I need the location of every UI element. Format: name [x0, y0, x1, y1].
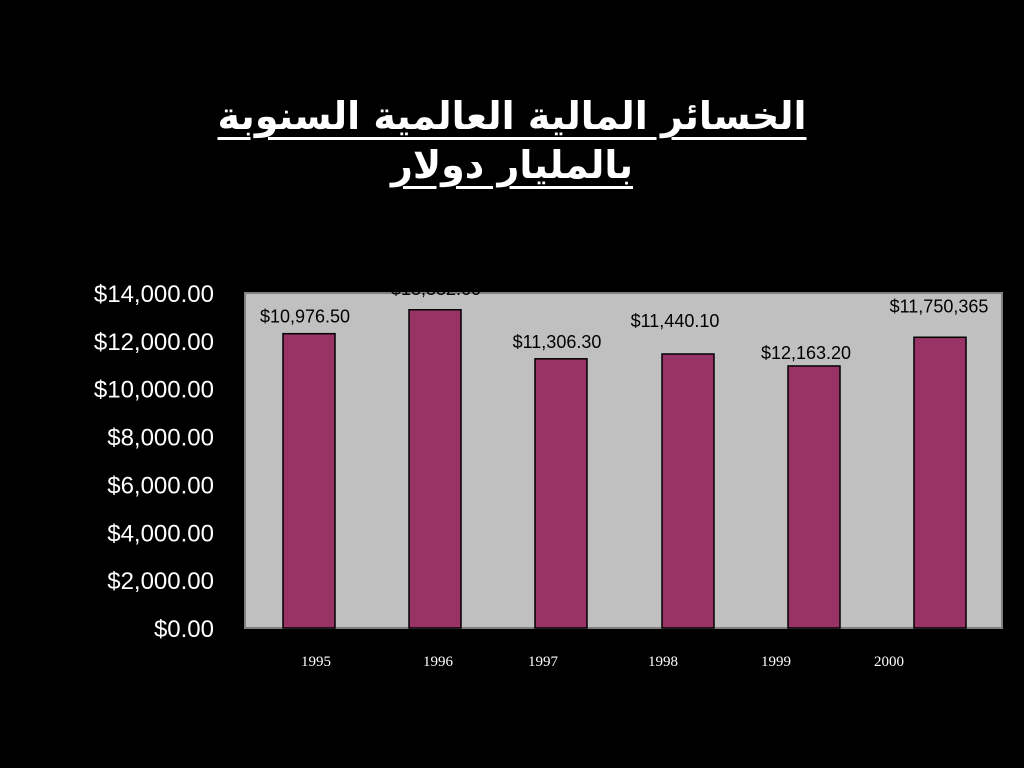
- x-tick-label: 1996: [423, 654, 454, 670]
- data-label: $11,440.10: [631, 311, 720, 331]
- bar-1998: [661, 353, 715, 629]
- x-tick-label: 1998: [648, 654, 678, 670]
- plot-area: [244, 292, 1003, 629]
- bar-2000: [913, 336, 967, 629]
- data-label: $11,306.30: [513, 332, 602, 352]
- x-tick-label: 1995: [301, 654, 331, 670]
- y-tick-label: $2,000.00: [107, 568, 214, 595]
- y-tick-label: $14,000.00: [94, 281, 214, 308]
- y-tick-label: $4,000.00: [107, 520, 214, 547]
- bar-1995: [282, 332, 336, 629]
- data-label: $13,332.60: [391, 279, 481, 299]
- y-tick-label: $10,000.00: [94, 377, 214, 404]
- chart-title: الخسائر المالية العالمية السنوبة بالمليا…: [0, 92, 1024, 189]
- x-tick-label: 1999: [761, 654, 791, 670]
- data-label: $11,750,365: [890, 296, 989, 316]
- x-axis: 1995 1996 1997 1998 1999 2000: [301, 654, 904, 670]
- data-label: $10,976.50: [260, 307, 350, 327]
- y-tick-label: $0.00: [154, 616, 214, 643]
- data-label: $12,163.20: [761, 343, 851, 363]
- data-labels: $10,976.50 $13,332.60 $11,306.30 $11,440.10…: [260, 279, 988, 363]
- chart-title-line-1: الخسائر المالية العالمية السنوبة: [217, 94, 807, 138]
- bar-1999: [787, 365, 841, 629]
- bars: [282, 309, 967, 629]
- y-tick-label: $8,000.00: [107, 425, 214, 452]
- bar-1997: [534, 358, 588, 629]
- bar-1996: [408, 309, 462, 629]
- y-tick-label: $6,000.00: [107, 472, 214, 499]
- x-tick-label: 1997: [528, 654, 559, 670]
- x-tick-label: 2000: [874, 654, 904, 670]
- y-tick-label: $12,000.00: [94, 329, 214, 356]
- chart-title-line-2: بالمليار دولار: [391, 142, 633, 187]
- y-axis: $0.00 $2,000.00 $4,000.00 $6,000.00 $8,000.0…: [94, 281, 214, 643]
